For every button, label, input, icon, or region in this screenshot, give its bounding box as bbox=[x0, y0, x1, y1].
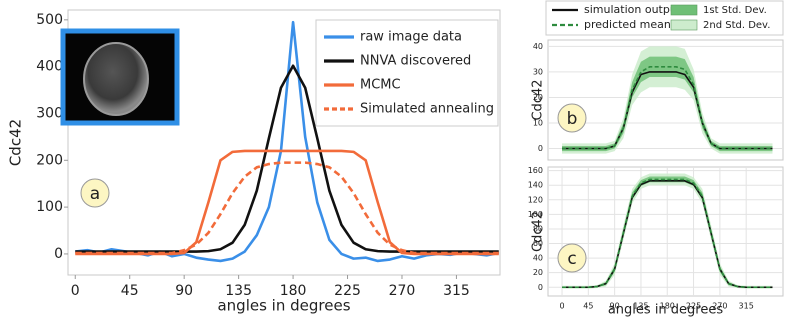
y-tick-label: 40 bbox=[533, 42, 543, 51]
series-line bbox=[562, 66, 773, 150]
legend-box bbox=[545, 0, 784, 36]
series-line bbox=[562, 178, 773, 289]
x-tick-label: 45 bbox=[121, 283, 139, 299]
y-tick-label: 40 bbox=[533, 254, 543, 263]
y-tick-label: 20 bbox=[533, 93, 543, 102]
std-band bbox=[562, 56, 773, 152]
x-tick-label: 135 bbox=[225, 283, 252, 299]
panel: 0 20 40 60 80 100 120 140 160 0 45 90 135 180 225 270 31… bbox=[528, 166, 784, 317]
y-tick-label: 120 bbox=[528, 195, 543, 204]
y-tick-label: 0 bbox=[538, 283, 543, 292]
y-tick-label: 100 bbox=[36, 199, 63, 215]
legend-label: 2nd Std. Dev. bbox=[703, 20, 770, 31]
y-tick-label: 300 bbox=[36, 105, 63, 121]
y-tick-label: 160 bbox=[528, 166, 543, 175]
y-tick-label: 30 bbox=[533, 67, 543, 76]
legend-label: Simulated annealing bbox=[360, 102, 494, 117]
y-axis-label: Cdc42 bbox=[531, 211, 546, 252]
x-tick-label: 315 bbox=[443, 283, 470, 299]
legend-label: simulation output bbox=[584, 3, 682, 16]
y-tick-label: 140 bbox=[528, 181, 543, 190]
y-tick-label: 20 bbox=[533, 268, 543, 277]
y-tick-label: 100 bbox=[528, 210, 543, 219]
legend-label: NNVA discovered bbox=[360, 54, 471, 69]
annotation-badge bbox=[80, 178, 110, 208]
x-tick-label: 90 bbox=[610, 302, 620, 311]
y-tick-label: 400 bbox=[36, 59, 63, 75]
x-axis-label: angles in degrees bbox=[608, 303, 724, 317]
x-tick-label: 0 bbox=[559, 302, 564, 311]
annotation-badge bbox=[557, 243, 587, 273]
x-tick-label: 45 bbox=[583, 302, 593, 311]
y-axis-label: Cdc42 bbox=[531, 79, 546, 120]
x-tick-label: 270 bbox=[712, 302, 727, 311]
plot-frame bbox=[547, 166, 784, 297]
legend-swatch bbox=[670, 4, 698, 16]
annotation: c bbox=[567, 249, 576, 269]
series-line bbox=[75, 161, 499, 255]
x-tick-label: 225 bbox=[686, 302, 701, 311]
legend-label: 1st Std. Dev. bbox=[703, 5, 767, 16]
annotation: b bbox=[567, 109, 578, 129]
panel: 0 100 200 300 400 500 0 45 90 135 180 225 270 315 Cdc4… bbox=[7, 9, 501, 315]
legend-label: MCMC bbox=[360, 78, 401, 93]
y-axis-label: Cdc42 bbox=[7, 119, 25, 166]
series-line bbox=[75, 149, 499, 256]
x-tick-label: 270 bbox=[389, 283, 416, 299]
annotation: a bbox=[90, 184, 100, 204]
x-tick-label: 180 bbox=[280, 283, 307, 299]
x-tick-label: 225 bbox=[334, 283, 361, 299]
y-tick-label: 10 bbox=[533, 118, 543, 127]
y-tick-label: 200 bbox=[36, 152, 63, 168]
y-tick-label: 60 bbox=[533, 239, 543, 248]
x-tick-label: 135 bbox=[633, 302, 648, 311]
series-line bbox=[75, 64, 499, 253]
x-axis-label: angles in degrees bbox=[217, 297, 350, 315]
y-tick-label: 80 bbox=[533, 224, 543, 233]
panel: 0 10 20 30 40 Cdc42 b simulation output predicte… bbox=[531, 0, 784, 161]
x-tick-label: 90 bbox=[175, 283, 193, 299]
x-tick-label: 0 bbox=[71, 283, 80, 299]
inset-image bbox=[60, 28, 180, 126]
annotation-badge bbox=[557, 103, 587, 133]
legend-label: raw image data bbox=[360, 30, 462, 45]
y-tick-label: 500 bbox=[36, 12, 63, 28]
y-tick-label: 0 bbox=[54, 246, 63, 262]
x-tick-label: 315 bbox=[739, 302, 754, 311]
x-tick-label: 180 bbox=[660, 302, 675, 311]
y-tick-label: 0 bbox=[538, 144, 543, 153]
legend-swatch bbox=[670, 19, 698, 31]
legend-label: predicted mean bbox=[584, 18, 671, 31]
